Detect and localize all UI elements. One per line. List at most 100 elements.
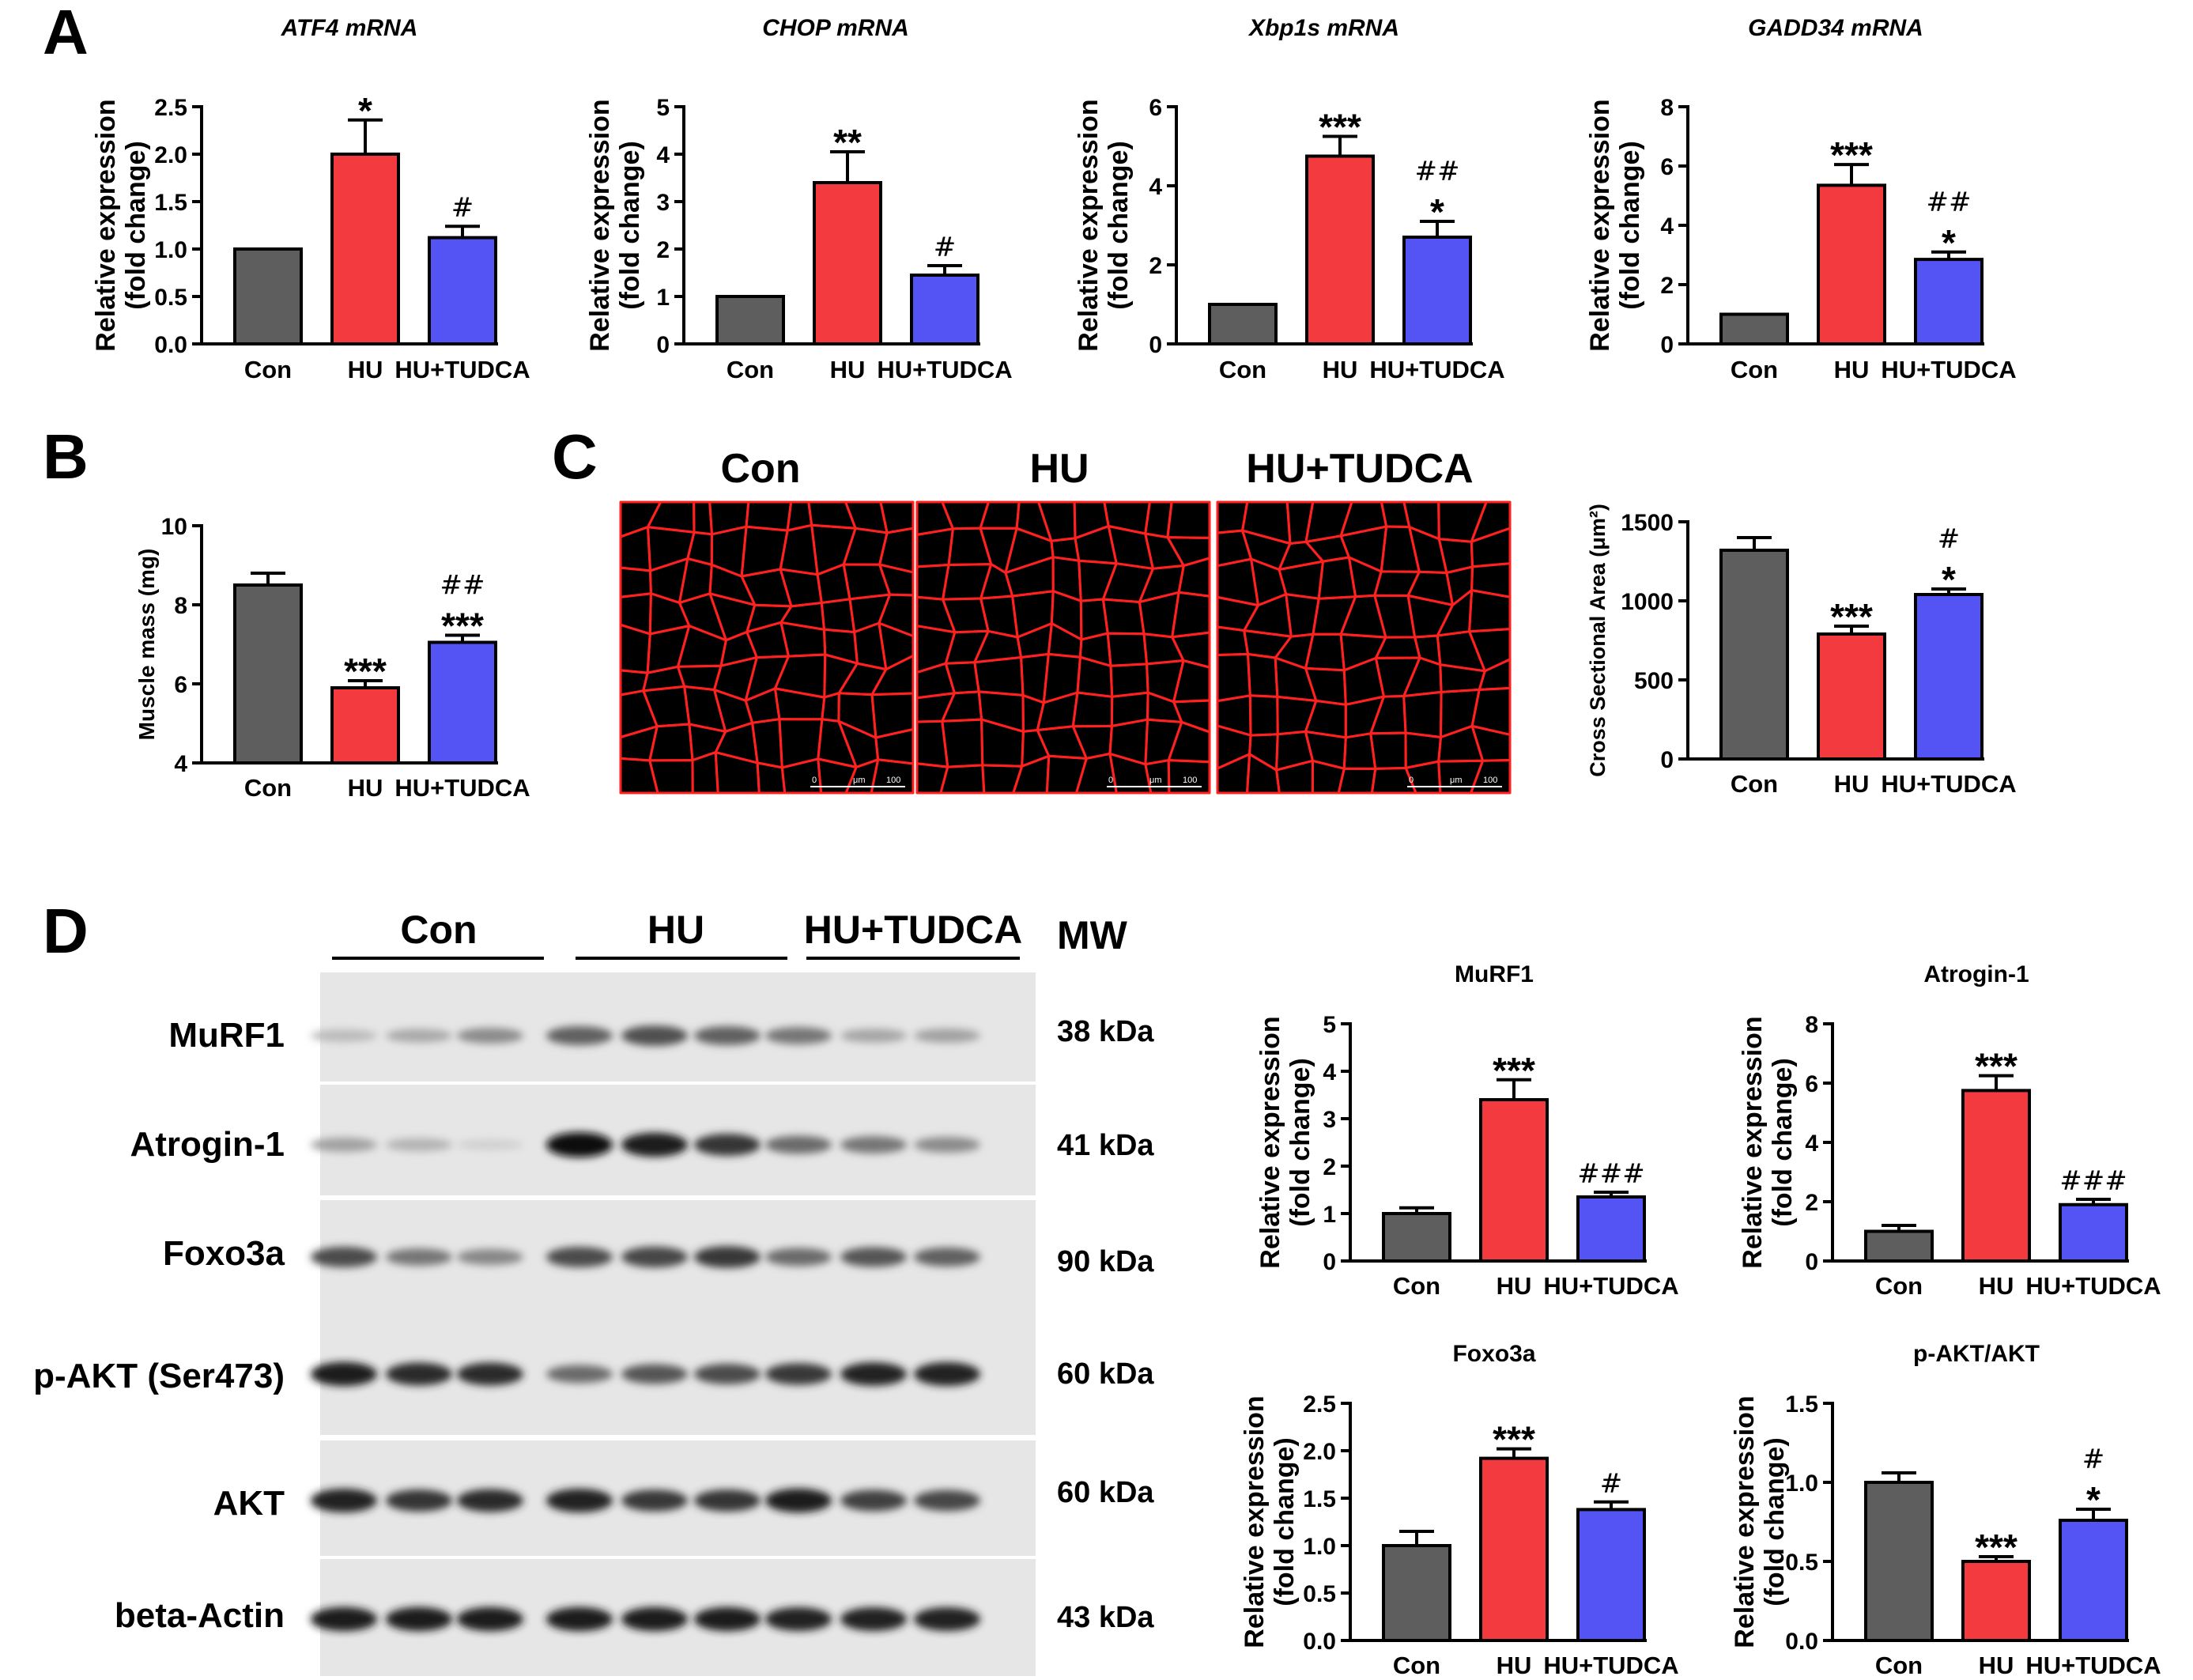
- blot-band: [765, 1488, 832, 1513]
- y-tick-label: 10: [161, 514, 187, 540]
- blot-band: [694, 1246, 761, 1268]
- chart-title: MuRF1: [1455, 961, 1534, 987]
- y-axis-label-line: Relative expression: [1730, 1395, 1760, 1648]
- bar-con: [233, 247, 303, 345]
- bar-hu-tudca: [428, 236, 497, 345]
- x-tick-label: Con: [727, 356, 774, 383]
- y-tick-label: 1.0: [154, 237, 187, 263]
- blot-mw-label: 60 kDa: [1057, 1357, 1154, 1391]
- y-tick-label: 1.0: [1785, 1470, 1818, 1497]
- bar-hu: [813, 181, 882, 345]
- blot-group-label: HU+TUDCA: [804, 908, 1022, 952]
- bar-con: [1719, 549, 1789, 761]
- significance-annotation: ***: [344, 651, 387, 692]
- hash-annotation: #: [2082, 1444, 2105, 1475]
- bar-hu: [1305, 154, 1375, 345]
- blot-protein-label: beta-Actin: [115, 1596, 285, 1635]
- blot-band: [840, 1362, 907, 1386]
- x-tick-label: Con: [1393, 1272, 1440, 1300]
- blot-band: [914, 1607, 980, 1631]
- significance-annotation: ***: [1830, 134, 1873, 176]
- y-axis-label-line: (fold change): [1285, 1058, 1315, 1226]
- blot-band: [914, 1248, 980, 1267]
- blot-membrane: [320, 1285, 1036, 1435]
- blot-protein-label: Atrogin-1: [130, 1125, 285, 1164]
- y-tick-label: 4: [656, 142, 670, 168]
- scale-bar-label: 100: [886, 776, 900, 785]
- x-tick-label: HU+TUDCA: [2025, 1652, 2161, 1679]
- x-tick-label: HU: [830, 356, 866, 383]
- bar-hu-tudca: [2059, 1202, 2128, 1263]
- blot-band: [311, 1029, 377, 1042]
- y-axis-label: Relative expression(fold change): [585, 99, 645, 351]
- hash-annotation: #: [1600, 1468, 1623, 1500]
- y-axis-label: Muscle mass (mg): [134, 549, 159, 741]
- x-tick-label: Con: [1875, 1652, 1923, 1679]
- scale-bar-label: 0: [1108, 776, 1113, 785]
- blot-strip: [311, 1440, 1036, 1556]
- y-tick-label: 1.0: [1303, 1534, 1336, 1560]
- y-axis-label-line: (fold change): [1615, 141, 1645, 309]
- blot-band: [621, 1246, 688, 1268]
- y-axis-label: Relative expression(fold change): [1738, 1016, 1798, 1268]
- scale-bar-label: μm: [1149, 776, 1162, 785]
- significance-annotation: ***: [1975, 1527, 2017, 1568]
- blot-band: [840, 1247, 907, 1267]
- blot-strip: [311, 972, 1036, 1082]
- y-tick-label: 6: [1805, 1071, 1818, 1097]
- x-tick-label: HU: [1979, 1272, 2014, 1300]
- blot-protein-label: AKT: [213, 1484, 285, 1523]
- y-tick-label: 2: [1805, 1190, 1818, 1216]
- y-tick-label: 4: [174, 751, 187, 777]
- blot-band: [386, 1248, 452, 1266]
- x-tick-label: HU+TUDCA: [1369, 356, 1504, 383]
- significance-annotation: **: [833, 122, 862, 163]
- y-tick-label: 0: [1805, 1249, 1818, 1275]
- blot-band: [621, 1132, 688, 1157]
- bar-hu-tudca: [1576, 1195, 1646, 1263]
- scale-bar-label: 100: [1483, 776, 1497, 785]
- y-axis-label-line: Relative expression: [1074, 99, 1104, 351]
- y-tick-label: 0.5: [1303, 1581, 1336, 1607]
- x-tick-label: Con: [1875, 1272, 1923, 1300]
- blot-band: [765, 1363, 832, 1385]
- x-tick-label: HU+TUDCA: [394, 774, 530, 802]
- y-axis-label-line: (fold change): [1270, 1437, 1300, 1606]
- y-tick-label: 1.5: [1303, 1486, 1336, 1512]
- blot-band: [546, 1489, 613, 1512]
- blot-band: [765, 1248, 832, 1267]
- blot-band: [914, 1362, 980, 1386]
- x-tick-label: HU: [348, 356, 383, 383]
- y-axis-label-line: (fold change): [1760, 1437, 1790, 1606]
- y-tick-label: 1.5: [1785, 1391, 1818, 1418]
- hash-annotation: #: [1938, 523, 1961, 555]
- blot-strip: [311, 1285, 1036, 1435]
- blot-band: [765, 1027, 832, 1044]
- y-tick-label: 6: [1660, 154, 1674, 180]
- significance-annotation: *: [1430, 191, 1444, 232]
- y-axis-label: Relative expression(fold change): [1074, 99, 1134, 351]
- x-tick-label: HU+TUDCA: [1543, 1272, 1678, 1300]
- x-tick-label: Con: [1393, 1652, 1440, 1679]
- panel-letter-d: D: [43, 896, 89, 966]
- y-axis-label: Relative expression(fold change): [1585, 99, 1645, 351]
- blot-protein-label: MuRF1: [168, 1016, 285, 1055]
- bar-con: [1864, 1229, 1934, 1263]
- bar-hu: [1817, 183, 1886, 345]
- significance-annotation: *: [1942, 222, 1956, 263]
- significance-annotation: *: [1942, 559, 1956, 600]
- y-axis-label: Relative expression(fold change): [91, 99, 151, 351]
- y-tick-label: 1000: [1621, 589, 1674, 615]
- blot-group-label: Con: [400, 908, 477, 952]
- blot-band: [840, 1607, 907, 1631]
- blot-mw-label: 38 kDa: [1057, 1015, 1154, 1048]
- bar-hu: [1817, 632, 1886, 761]
- blot-band: [546, 1132, 613, 1157]
- y-axis-label-line: (fold change): [1768, 1058, 1798, 1226]
- blot-band: [311, 1247, 377, 1267]
- y-tick-label: 8: [1660, 95, 1674, 121]
- x-tick-label: HU: [1497, 1652, 1532, 1679]
- micrograph-label-hu: HU: [1029, 446, 1089, 492]
- y-tick-label: 8: [1805, 1012, 1818, 1038]
- bar-hu-tudca: [428, 640, 497, 764]
